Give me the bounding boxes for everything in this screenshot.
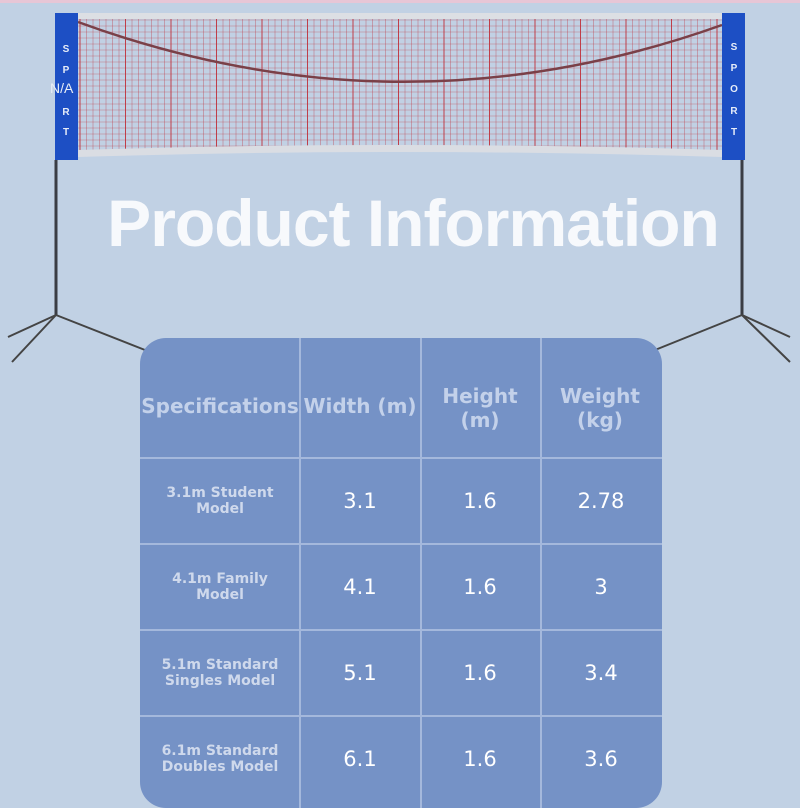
left-banner-letter: R	[62, 107, 70, 118]
header-height: Height (m)	[442, 384, 518, 432]
header-weight: Weight (kg)	[560, 384, 640, 432]
top-strip	[0, 0, 800, 3]
weight-value: 3	[594, 575, 608, 599]
weight-value: 3.4	[584, 661, 618, 685]
right-banner-letter: R	[730, 106, 738, 117]
width-value: 5.1	[343, 661, 377, 685]
net-bottom-band	[78, 145, 722, 157]
right-banner-letter: P	[731, 63, 738, 74]
left-banner-letter: T	[63, 127, 69, 138]
height-value: 1.6	[463, 661, 497, 685]
banner-overlay-text: N/A	[50, 80, 74, 96]
model-name: 6.1m Standard Doubles Model	[161, 743, 279, 775]
header-width: Width (m)	[303, 394, 417, 418]
width-value: 6.1	[343, 747, 377, 771]
model-name: 4.1m Family Model	[172, 571, 268, 603]
left-banner-letter: S	[63, 44, 70, 55]
spec-table: Specifications Width (m) Height (m) Weig…	[140, 338, 662, 808]
height-value: 1.6	[463, 489, 497, 513]
right-banner-letter: S	[731, 42, 738, 53]
weight-value: 2.78	[577, 489, 625, 513]
model-name: 3.1m Student Model	[166, 485, 274, 517]
right-banner-letter: T	[731, 127, 737, 138]
right-pole	[654, 160, 791, 363]
net-top-band	[78, 13, 722, 19]
net-cord	[77, 20, 723, 83]
width-value: 3.1	[343, 489, 377, 513]
left-banner	[55, 13, 78, 160]
model-name: 5.1m Standard Singles Model	[161, 657, 279, 689]
left-pole	[7, 160, 146, 363]
weight-value: 3.6	[584, 747, 618, 771]
height-value: 1.6	[463, 575, 497, 599]
badminton-net-illustration: S P R T S P O R T	[7, 13, 791, 363]
width-value: 4.1	[343, 575, 377, 599]
page-title: Product Information	[107, 186, 720, 260]
left-banner-letter: P	[63, 65, 70, 76]
right-banner	[722, 13, 745, 160]
right-banner-letter: O	[730, 84, 738, 95]
height-value: 1.6	[463, 747, 497, 771]
header-specifications: Specifications	[141, 394, 299, 418]
net-mesh	[78, 18, 722, 150]
